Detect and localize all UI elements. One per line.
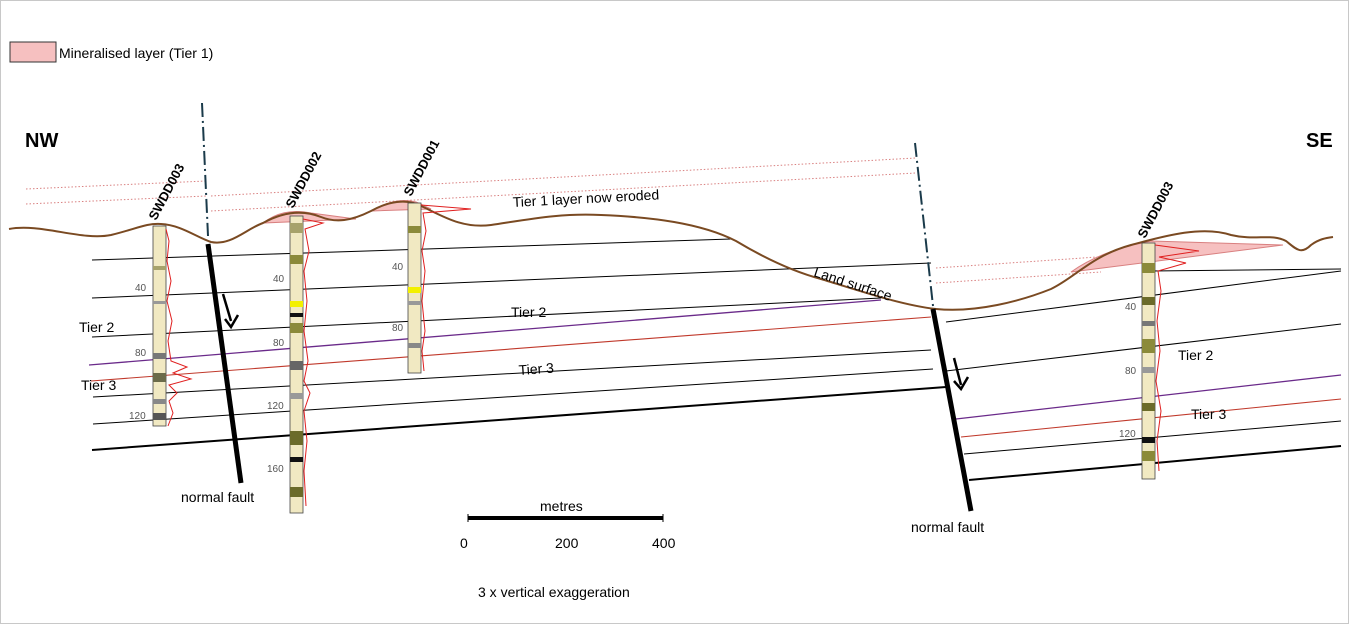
tier2-right-label: Tier 2 [1178,347,1213,363]
depth-tick: 40 [273,274,285,285]
scale-bar [467,514,664,522]
scale-tick-200: 200 [555,535,579,551]
tier3-mid-label: Tier 3 [518,360,555,378]
exaggeration-note: 3 x vertical exaggeration [478,584,630,600]
eroded-tier1-projection [25,157,1157,284]
drillhole-column-4 [1141,242,1200,480]
depth-tick: 120 [129,411,146,422]
tier2-mid-label: Tier 2 [511,304,546,320]
tier3-right-label: Tier 3 [1191,406,1226,422]
fault-right-label: normal fault [911,519,984,535]
drillhole-label-3: SWDD001 [400,137,442,198]
drillhole-column-1 [152,225,193,427]
depth-tick: 40 [1125,302,1137,313]
depth-tick: 80 [1125,366,1137,377]
depth-tick: 80 [392,323,404,334]
fault-left [201,102,244,484]
legend-swatch [9,41,57,63]
legend-label: Mineralised layer (Tier 1) [59,45,213,61]
scale-tick-0: 0 [460,535,468,551]
depth-tick: 40 [135,283,147,294]
drillhole-column-2 [289,215,325,514]
direction-se: SE [1306,130,1333,152]
drillhole-label-1: SWDD003 [145,161,187,222]
direction-nw: NW [25,130,58,152]
scale-bar-title: metres [540,498,583,514]
land-surface-line [8,200,1334,311]
depth-tick: 120 [267,401,284,412]
eroded-annotation: Tier 1 layer now eroded [512,186,659,210]
depth-tick: 160 [267,464,284,475]
depth-tick: 40 [392,262,404,273]
scale-tick-400: 400 [652,535,676,551]
tier3-left-label: Tier 3 [81,377,116,393]
land-surface-annotation: Land surface [812,264,894,304]
drillhole-label-2: SWDD002 [282,149,324,210]
drillhole-label-4: SWDD003 [1134,179,1176,240]
fault-right [914,142,974,512]
fault-left-label: normal fault [181,489,254,505]
drillhole-column-3 [407,202,472,374]
tier2-left-label: Tier 2 [79,319,114,335]
depth-tick: 80 [273,338,285,349]
depth-tick: 80 [135,348,147,359]
depth-tick: 120 [1119,429,1136,440]
